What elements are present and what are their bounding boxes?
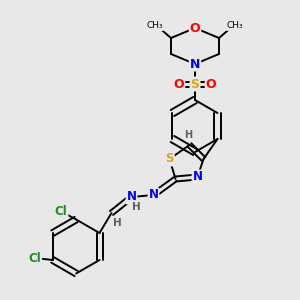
Text: Cl: Cl	[28, 251, 41, 265]
Text: S: S	[190, 77, 200, 91]
Text: S: S	[165, 152, 174, 166]
Text: N: N	[190, 58, 200, 70]
Text: H: H	[184, 130, 193, 140]
Text: CH₃: CH₃	[147, 22, 163, 31]
Text: H: H	[132, 202, 141, 212]
Text: N: N	[148, 188, 158, 202]
Text: O: O	[206, 77, 216, 91]
Text: H: H	[113, 218, 122, 228]
Text: O: O	[174, 77, 184, 91]
Text: N: N	[193, 170, 202, 184]
Text: O: O	[190, 22, 200, 34]
Text: Cl: Cl	[55, 205, 68, 218]
Text: N: N	[127, 190, 136, 203]
Text: CH₃: CH₃	[227, 22, 243, 31]
